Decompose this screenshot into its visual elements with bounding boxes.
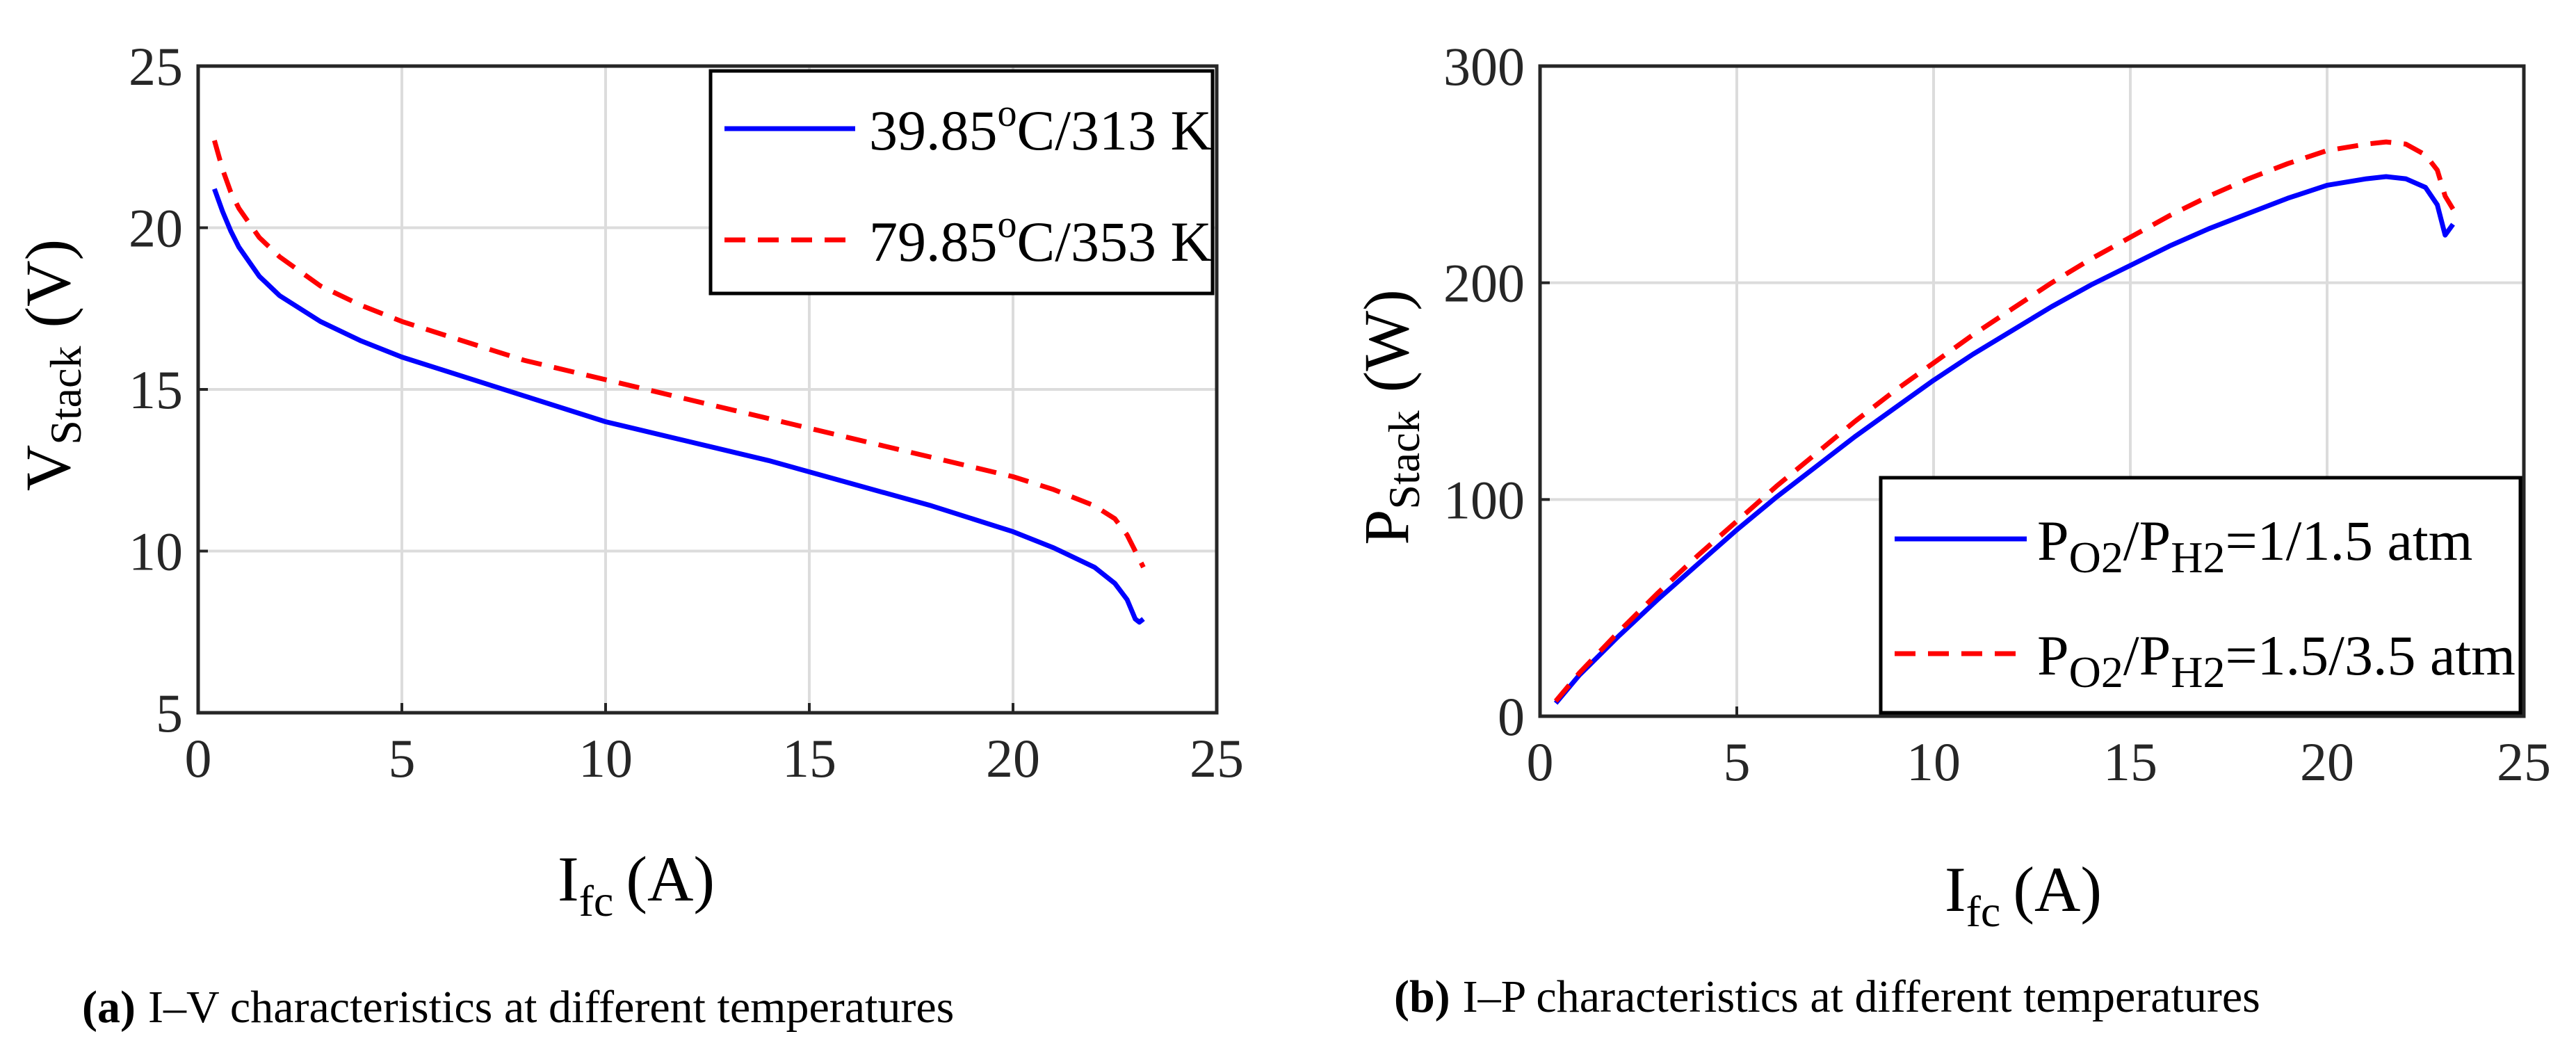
legend-1-part-1: 39.85 (869, 99, 998, 162)
y-tick-label: 200 (1443, 253, 1525, 314)
y-tick-label: 5 (156, 683, 183, 743)
y-axis-label-sub: Stack (1379, 410, 1429, 509)
x-axis-label: Ifc (A) (558, 843, 715, 926)
legend-1-p: P (2037, 509, 2069, 572)
y-axis-label-main: V (13, 445, 83, 491)
x-axis-label-unit: (A) (2013, 854, 2102, 925)
legend-entry-series-1: 39.85oC/313 K (869, 92, 1212, 162)
series-line-2 (1553, 139, 2456, 703)
x-axis-label-main: I (558, 843, 579, 914)
tick-labels: 0 5 10 15 20 25 0 100 200 300 (1443, 36, 2551, 792)
x-axis-label-sub: fc (1966, 887, 2001, 936)
series-line-1 (1553, 174, 2455, 705)
y-tick-label: 10 (129, 522, 183, 582)
caption-a-label: (a) (82, 982, 136, 1033)
x-axis-label-sub: fc (579, 876, 614, 926)
caption-b: (b) I–P characteristics at different temp… (1394, 971, 2260, 1022)
legend-1-slash-p: /P (2123, 509, 2171, 572)
legend-2-degree: o (998, 203, 1017, 246)
legend-2-part-2: C/353 K (1017, 210, 1212, 273)
y-axis-label-unit: (W) (1351, 289, 1422, 392)
legend-entry-series-2: PO2/PH2=1.5/3.5 atm (2037, 624, 2516, 697)
y-tick-label: 15 (129, 360, 183, 420)
x-axis-label-main: I (1945, 854, 1966, 925)
legend-1-h2: H2 (2171, 533, 2225, 582)
series-layer (1553, 139, 2456, 705)
legend-2-part-1: 79.85 (869, 210, 998, 273)
x-tick-label: 0 (185, 728, 212, 789)
y-tick-label: 0 (1498, 686, 1525, 747)
legend-box (708, 69, 1215, 296)
y-tick-label: 100 (1443, 469, 1525, 530)
x-tick-label: 20 (986, 728, 1040, 789)
x-tick-label: 5 (389, 728, 416, 789)
legend-entry-series-2: 79.85oC/353 K (869, 203, 1212, 273)
x-tick-label: 20 (2300, 732, 2354, 792)
caption-a: (a) I–V characteristics at different temp… (82, 982, 954, 1033)
legend-1-part-2: C/313 K (1017, 99, 1212, 162)
y-tick-label: 20 (129, 198, 183, 259)
legend-box (1879, 476, 2522, 715)
x-tick-label: 5 (1724, 732, 1751, 792)
y-axis-label: VStack (V) (13, 239, 90, 491)
x-tick-label: 15 (782, 728, 836, 789)
legend-2-slash-p: /P (2123, 624, 2171, 687)
x-tick-label: 15 (2103, 732, 2157, 792)
caption-b-text: I–P characteristics at different tempera… (1463, 971, 2260, 1022)
caption-a-text: I–V characteristics at different tempera… (148, 982, 954, 1033)
legend-entry-series-1: PO2/PH2=1/1.5 atm (2037, 509, 2472, 582)
x-tick-label: 25 (2497, 732, 2551, 792)
x-tick-label: 10 (1906, 732, 1961, 792)
x-tick-label: 10 (578, 728, 633, 789)
x-tick-label: 0 (1527, 732, 1554, 792)
y-axis-label-sub: Stack (41, 346, 90, 445)
series-layer (212, 140, 1146, 625)
x-axis-label-unit: (A) (626, 843, 715, 914)
legend-1-rest: =1/1.5 atm (2225, 509, 2472, 572)
legend: PO2/PH2=1/1.5 atm PO2/PH2=1.5/3.5 atm (1879, 476, 2522, 715)
legend: 39.85oC/313 K 79.85oC/353 K (708, 69, 1215, 296)
y-axis-label: PStack (W) (1351, 289, 1429, 544)
legend-1-degree: o (998, 92, 1017, 135)
legend-1-o2: O2 (2069, 533, 2123, 582)
caption-b-label: (b) (1394, 971, 1450, 1022)
y-axis-label-main: P (1351, 510, 1422, 545)
x-axis-label: Ifc (A) (1945, 854, 2102, 936)
y-axis-label-unit: (V) (13, 239, 83, 328)
legend-2-p: P (2037, 624, 2069, 687)
series-line-1 (212, 188, 1145, 625)
plot-frame (1538, 64, 2526, 718)
y-tick-label: 25 (129, 36, 183, 97)
y-tick-label: 300 (1443, 36, 1525, 97)
legend-2-rest: =1.5/3.5 atm (2225, 624, 2516, 687)
x-tick-label: 25 (1190, 728, 1244, 789)
series-line-2 (212, 140, 1146, 569)
legend-2-o2: O2 (2069, 647, 2123, 697)
legend-2-h2: H2 (2171, 647, 2225, 697)
